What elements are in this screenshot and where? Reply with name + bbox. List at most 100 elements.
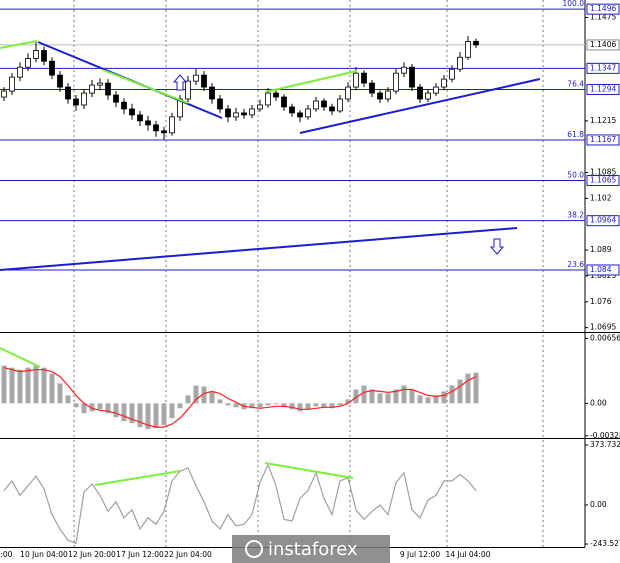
histogram-bar [65, 395, 71, 404]
y-tick-label: 0.00 [590, 398, 607, 407]
histogram-bar [473, 372, 479, 404]
histogram-bar [321, 403, 327, 408]
histogram-bar [49, 373, 55, 404]
histogram-bar [201, 386, 207, 404]
level-box [586, 62, 620, 74]
candle-body [201, 74, 207, 88]
signal-line [3, 367, 477, 428]
trend-line [299, 78, 541, 134]
candle-body [233, 112, 239, 118]
histogram-bar [113, 403, 119, 418]
histogram-bar [449, 385, 455, 404]
x-tick-label: 14 Jul 04:00 [446, 550, 491, 559]
histogram-bar [145, 403, 151, 430]
x-tick-label: 17 Jun 12:00 [116, 550, 164, 559]
fib-label: 61.8 [567, 130, 584, 139]
candle-body [145, 120, 151, 126]
candle-body [265, 92, 271, 106]
histogram-bar [25, 367, 31, 404]
histogram-bar [89, 403, 95, 412]
candle-body [49, 60, 55, 76]
fib-label: 76.4 [567, 79, 584, 88]
histogram-bar [417, 395, 423, 404]
candle-body [209, 86, 215, 100]
histogram-bar [33, 365, 39, 404]
histogram-bar [401, 385, 407, 404]
level-box [586, 175, 620, 187]
y-tick-label: 373.7321 [590, 440, 620, 449]
histogram-bar [57, 383, 63, 404]
divergence-line [264, 70, 358, 93]
x-tick-label: 10 Jun 04:00 [20, 550, 68, 559]
divergence-line [264, 462, 354, 479]
histogram-bar [161, 403, 167, 426]
candle-body [97, 82, 103, 86]
level-box [586, 264, 620, 276]
histogram-bar [337, 403, 343, 406]
candle-body [121, 101, 127, 110]
candle-body [257, 104, 263, 110]
divergence-line [0, 40, 38, 49]
candle-body [457, 56, 463, 70]
candle-body [273, 92, 279, 98]
histogram-bar [257, 403, 263, 408]
histogram-bar [1, 365, 7, 404]
histogram-bar [73, 403, 79, 408]
y-tick-label: 1.1475 [590, 12, 616, 21]
candle-body [241, 112, 247, 116]
current-price-box [586, 39, 620, 51]
histogram-bar [329, 403, 335, 409]
annotations [0, 40, 541, 486]
histogram-bar [345, 399, 351, 404]
histogram-bar [369, 389, 375, 404]
candle-body [185, 80, 191, 100]
histogram-bar [81, 403, 87, 414]
histogram-bar [457, 379, 463, 404]
y-tick-label: 0.00656 [590, 333, 620, 342]
histogram-bar [385, 393, 391, 404]
candle-body [417, 86, 423, 100]
level-box [586, 215, 620, 227]
y-tick-label: 1.102 [590, 193, 612, 202]
x-tick-label: 12 Jun 20:00 [68, 550, 116, 559]
candle-body [1, 90, 7, 98]
candle-body [217, 98, 223, 110]
watermark: instaforex [232, 535, 390, 563]
histogram-bar [297, 403, 303, 412]
level-box [586, 3, 620, 15]
candle-body [73, 98, 79, 106]
histogram-bar [209, 391, 215, 404]
level-label: 1.1167 [590, 135, 616, 144]
level-box [586, 134, 620, 146]
candle-body [353, 72, 359, 88]
histogram-bar [169, 403, 175, 419]
candle-body [113, 94, 119, 103]
histogram-bar [281, 403, 287, 408]
histogram-bar [177, 403, 183, 409]
candle-body [337, 98, 343, 112]
candle-body [425, 92, 431, 100]
candle-body [305, 108, 311, 118]
histogram-bar [305, 403, 311, 410]
histogram-bar [153, 403, 159, 429]
level-box [586, 83, 620, 95]
candle-body [161, 130, 167, 134]
candle-body [329, 106, 335, 112]
level-label: 1.084 [590, 265, 612, 274]
y-tick-label: 1.089 [590, 245, 612, 254]
histogram-bar [249, 403, 255, 409]
candle-body [465, 40, 471, 58]
candle-body [409, 66, 415, 88]
y-tick-label: 1.0695 [590, 323, 616, 332]
histogram-bar [41, 367, 47, 404]
candle-body [153, 124, 159, 132]
candle-body [345, 86, 351, 100]
y-tick-label: 1.1085 [590, 168, 616, 177]
y-tick-label: -0.00328 [590, 431, 620, 440]
histogram-bar [185, 395, 191, 404]
histogram-bar [233, 403, 239, 408]
watermark-box [232, 535, 390, 563]
candle-body [297, 112, 303, 118]
